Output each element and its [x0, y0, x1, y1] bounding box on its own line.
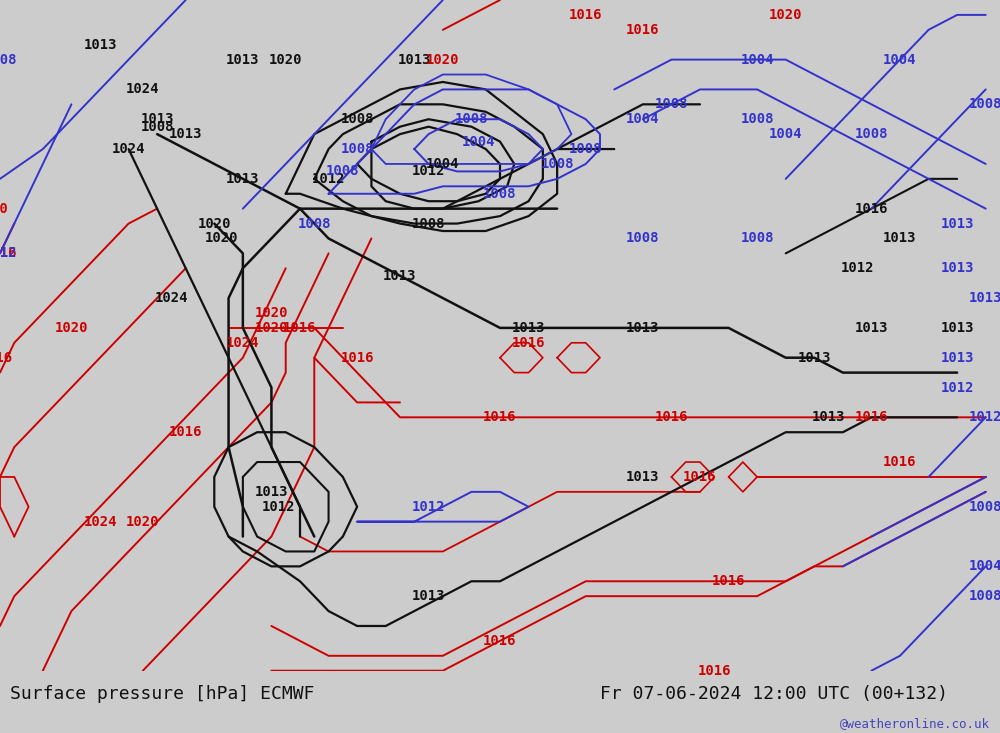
Text: 1008: 1008: [740, 112, 774, 126]
Text: 1013: 1013: [940, 216, 974, 231]
Text: 016: 016: [0, 350, 13, 365]
Text: 1008: 1008: [969, 97, 1000, 111]
Text: 1008: 1008: [483, 187, 517, 201]
Text: 1020: 1020: [55, 321, 88, 335]
Text: 1008: 1008: [140, 119, 174, 133]
Text: 1008: 1008: [626, 232, 660, 246]
Text: 1004: 1004: [462, 135, 495, 149]
Text: 1016: 1016: [340, 350, 374, 365]
Text: 1016: 1016: [626, 23, 660, 37]
Text: 1008: 1008: [969, 500, 1000, 514]
Text: 1008: 1008: [340, 112, 374, 126]
Text: 1008: 1008: [340, 142, 374, 156]
Text: 1012: 1012: [0, 246, 17, 260]
Text: 1020: 1020: [769, 8, 802, 22]
Text: 1013: 1013: [855, 321, 888, 335]
Text: 1016: 1016: [483, 410, 517, 424]
Text: 1013: 1013: [940, 261, 974, 276]
Text: 1013: 1013: [398, 53, 431, 67]
Text: 1016: 1016: [655, 410, 688, 424]
Text: 1020: 1020: [269, 53, 302, 67]
Text: 1020: 1020: [255, 306, 288, 320]
Text: 1016: 1016: [483, 634, 517, 648]
Text: 1016: 1016: [855, 202, 888, 216]
Text: 1004: 1004: [969, 559, 1000, 573]
Text: 20: 20: [0, 202, 8, 216]
Text: 1012: 1012: [940, 380, 974, 394]
Text: 1024: 1024: [126, 82, 160, 97]
Text: 1013: 1013: [255, 485, 288, 499]
Text: 1013: 1013: [940, 350, 974, 365]
Text: 1012: 1012: [840, 261, 874, 276]
Text: 1013: 1013: [226, 172, 260, 186]
Text: 1016: 1016: [512, 336, 545, 350]
Text: 1008: 1008: [740, 232, 774, 246]
Text: 1012: 1012: [412, 164, 445, 178]
Text: 1013: 1013: [798, 350, 831, 365]
Text: 1016: 1016: [0, 246, 17, 260]
Text: 1020: 1020: [255, 321, 288, 335]
Text: 1020: 1020: [205, 232, 238, 246]
Text: 1016: 1016: [698, 663, 731, 678]
Text: 1020: 1020: [426, 53, 460, 67]
Text: 1016: 1016: [283, 321, 317, 335]
Text: 1012: 1012: [312, 172, 345, 186]
Text: 1016: 1016: [855, 410, 888, 424]
Text: 1008: 1008: [298, 216, 331, 231]
Text: 1008: 1008: [569, 142, 602, 156]
Text: 1013: 1013: [383, 269, 417, 283]
Text: 1008: 1008: [540, 157, 574, 171]
Text: 1024: 1024: [83, 515, 117, 528]
Text: 1024: 1024: [112, 142, 145, 156]
Text: 1012: 1012: [262, 500, 295, 514]
Text: 1013: 1013: [512, 321, 545, 335]
Text: 1013: 1013: [812, 410, 845, 424]
Text: 1008: 1008: [969, 589, 1000, 603]
Text: 1016: 1016: [712, 574, 745, 589]
Text: Fr 07-06-2024 12:00 UTC (00+132): Fr 07-06-2024 12:00 UTC (00+132): [600, 685, 948, 704]
Text: 1004: 1004: [769, 127, 802, 141]
Text: 1016: 1016: [169, 425, 202, 439]
Text: @weatheronline.co.uk: @weatheronline.co.uk: [840, 717, 990, 730]
Text: 1004: 1004: [426, 157, 460, 171]
Text: 1013: 1013: [626, 470, 660, 484]
Text: 1016: 1016: [569, 8, 602, 22]
Text: 1024: 1024: [155, 291, 188, 305]
Text: 1013: 1013: [169, 127, 202, 141]
Text: 1008: 1008: [455, 112, 488, 126]
Text: Surface pressure [hPa] ECMWF: Surface pressure [hPa] ECMWF: [10, 685, 314, 704]
Text: 1013: 1013: [412, 589, 445, 603]
Text: 1004: 1004: [626, 112, 660, 126]
Text: 1008: 1008: [326, 164, 360, 178]
Text: 1012: 1012: [412, 500, 445, 514]
Text: 1016: 1016: [883, 455, 917, 469]
Text: 1020: 1020: [198, 216, 231, 231]
Text: 1008: 1008: [412, 216, 445, 231]
Text: 1008: 1008: [655, 97, 688, 111]
Text: 1013: 1013: [226, 53, 260, 67]
Text: 1013: 1013: [969, 291, 1000, 305]
Text: 1013: 1013: [626, 321, 660, 335]
Text: 1013: 1013: [883, 232, 917, 246]
Text: 1008: 1008: [0, 53, 17, 67]
Text: 1004: 1004: [883, 53, 917, 67]
Text: 1013: 1013: [940, 321, 974, 335]
Text: 1013: 1013: [140, 112, 174, 126]
Text: 1013: 1013: [83, 37, 117, 52]
Text: 1012: 1012: [969, 410, 1000, 424]
Text: 1020: 1020: [126, 515, 160, 528]
Text: 1004: 1004: [740, 53, 774, 67]
Text: 1016: 1016: [683, 470, 717, 484]
Text: 1024: 1024: [226, 336, 260, 350]
Text: 1008: 1008: [855, 127, 888, 141]
